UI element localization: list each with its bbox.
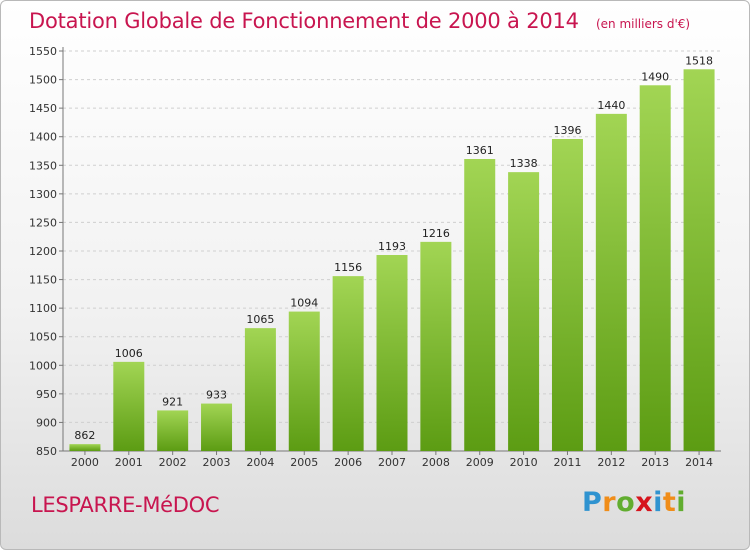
bar-2000: [69, 444, 101, 451]
value-label: 862: [74, 429, 95, 442]
x-tick-label: 2003: [203, 456, 231, 469]
value-label: 1006: [115, 347, 143, 360]
y-tick-label: 1300: [29, 188, 57, 201]
x-tick-label: 2011: [553, 456, 581, 469]
x-tick-label: 2002: [159, 456, 187, 469]
title-row: Dotation Globale de Fonctionnement de 20…: [29, 9, 690, 33]
y-tick-label: 1400: [29, 131, 57, 144]
y-tick-label: 1350: [29, 159, 57, 172]
value-label: 1490: [641, 70, 669, 83]
x-tick-label: 2004: [246, 456, 274, 469]
bar-2009: [464, 159, 496, 451]
value-label: 921: [162, 395, 183, 408]
x-tick-label: 2000: [71, 456, 99, 469]
proxiti-logo[interactable]: Proxiti: [582, 487, 687, 518]
bar-2005: [288, 311, 320, 451]
value-label: 1518: [685, 54, 713, 67]
x-tick-label: 2001: [115, 456, 143, 469]
chart-subtitle: (en milliers d'€): [595, 17, 691, 31]
value-label: 1216: [422, 227, 450, 240]
bar-2012: [595, 113, 627, 451]
bar-2014: [683, 69, 715, 452]
y-tick-label: 850: [36, 445, 57, 458]
x-tick-label: 2010: [510, 456, 538, 469]
value-label: 1156: [334, 261, 362, 274]
value-label: 1193: [378, 240, 406, 253]
commune-name: LESPARRE-MéDOC: [31, 493, 220, 517]
bar-2010: [508, 172, 540, 451]
bar-2001: [113, 361, 145, 451]
bars: [69, 69, 715, 452]
value-label: 1440: [597, 99, 625, 112]
bar-2013: [639, 85, 671, 452]
labels: 850 900 950 1000 1050 1100 1150 1200 1250 1300 135…: [29, 45, 713, 469]
value-label: 933: [206, 389, 227, 402]
x-tick-label: 2013: [641, 456, 669, 469]
y-tick-label: 1250: [29, 216, 57, 229]
bar-2006: [332, 276, 364, 451]
value-label: 1396: [553, 124, 581, 137]
y-tick-label: 950: [36, 388, 57, 401]
y-tick-label: 1100: [29, 302, 57, 315]
bar-2002: [157, 410, 189, 451]
y-tick-label: 1150: [29, 274, 57, 287]
y-tick-label: 1000: [29, 359, 57, 372]
y-tick-label: 1050: [29, 331, 57, 344]
y-tick-label: 900: [36, 416, 57, 429]
x-tick-label: 2012: [597, 456, 625, 469]
chart-title: Dotation Globale de Fonctionnement de 20…: [29, 9, 579, 33]
value-label: 1361: [466, 144, 494, 157]
value-label: 1065: [246, 313, 274, 326]
value-label: 1338: [510, 157, 538, 170]
x-tick-label: 2009: [466, 456, 494, 469]
x-tick-label: 2007: [378, 456, 406, 469]
y-tick-label: 1500: [29, 74, 57, 87]
x-tick-label: 2014: [685, 456, 713, 469]
value-label: 1094: [290, 297, 318, 310]
bar-2004: [244, 328, 276, 451]
bar-2008: [420, 241, 452, 451]
y-tick-label: 1550: [29, 45, 57, 58]
x-tick-label: 2008: [422, 456, 450, 469]
y-tick-label: 1200: [29, 245, 57, 258]
x-tick-label: 2006: [334, 456, 362, 469]
bar-2003: [201, 403, 233, 451]
bar-2007: [376, 255, 408, 451]
y-tick-label: 1450: [29, 102, 57, 115]
bar-2011: [551, 139, 583, 451]
x-tick-label: 2005: [290, 456, 318, 469]
